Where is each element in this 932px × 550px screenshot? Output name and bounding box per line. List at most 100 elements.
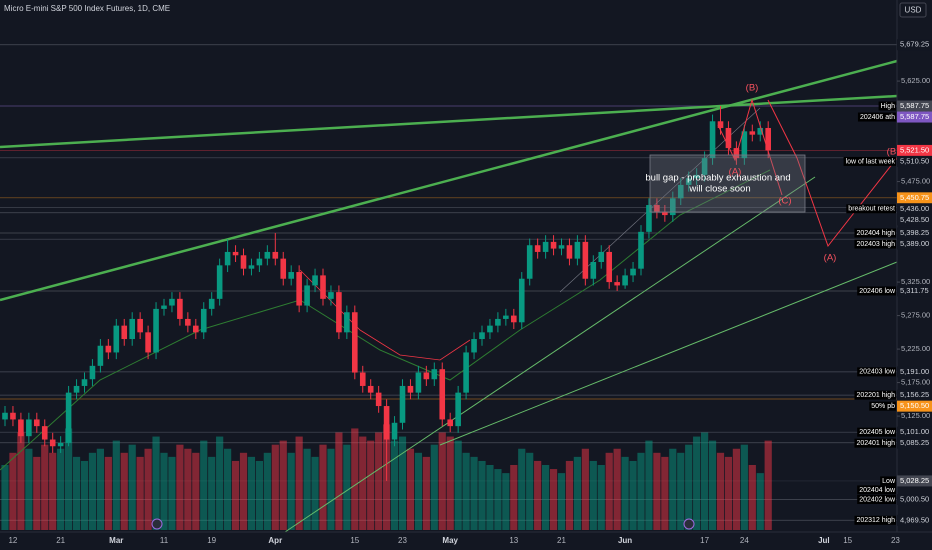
wave-label: (B) xyxy=(887,147,900,158)
candle-body xyxy=(654,205,660,212)
volume-bar xyxy=(597,465,605,530)
volume-bar xyxy=(168,456,176,530)
candle-body xyxy=(145,332,151,353)
note-bg xyxy=(854,390,896,400)
x-tick-label: 24 xyxy=(740,536,749,545)
volume-bar xyxy=(231,460,240,530)
x-tick-label: 15 xyxy=(350,536,359,545)
candle-body xyxy=(288,272,294,279)
volume-bar xyxy=(96,448,104,530)
volume-bar xyxy=(764,440,772,530)
volume-bar xyxy=(319,444,327,530)
volume-bar xyxy=(184,448,192,530)
candle-body xyxy=(296,272,302,306)
currency-button[interactable] xyxy=(899,2,927,18)
volume-bar xyxy=(152,436,160,530)
candle-body xyxy=(542,241,549,252)
level-note: 202403 high xyxy=(856,241,895,248)
note-bg xyxy=(857,286,896,296)
volume-bar xyxy=(573,456,581,530)
price-tag xyxy=(897,155,932,167)
candle-body xyxy=(344,312,350,333)
candle-body xyxy=(320,275,326,299)
candle-body xyxy=(2,412,8,420)
candle-body xyxy=(646,205,652,232)
volume-bar xyxy=(454,440,462,530)
x-tick-label: 12 xyxy=(8,536,17,545)
price-tag xyxy=(897,192,932,204)
volume-bar xyxy=(176,444,184,530)
wave-label: (B) xyxy=(746,83,759,94)
volume-bar xyxy=(224,448,232,530)
volume-bar xyxy=(645,440,653,530)
candle-body xyxy=(757,127,764,135)
event-icon[interactable] xyxy=(151,518,163,530)
level-note: High xyxy=(881,103,896,110)
candle-body xyxy=(725,127,732,149)
volume-bar xyxy=(279,440,287,530)
currency[interactable]: USD xyxy=(905,6,922,15)
level-note: 202401 high xyxy=(856,440,895,447)
candle-body xyxy=(606,251,612,283)
volume-bar xyxy=(9,452,17,530)
candle-body xyxy=(113,325,120,353)
price-tag xyxy=(897,227,932,239)
note-bg xyxy=(846,204,896,214)
volume-bar xyxy=(263,452,271,530)
candle-body xyxy=(26,419,32,437)
volume-bar xyxy=(57,448,65,530)
candle-body xyxy=(662,211,668,216)
price-tag xyxy=(897,285,932,297)
volume-bar xyxy=(716,452,725,530)
note-bg xyxy=(857,367,896,377)
candle-body xyxy=(18,419,24,437)
y-tick-label: 5,625.00 xyxy=(901,76,930,85)
candle-body xyxy=(526,245,533,279)
candle-body xyxy=(717,121,724,128)
price-tag-label: 5,587.75 xyxy=(900,101,929,110)
level-note: breakout retest xyxy=(848,206,895,213)
volume-bar xyxy=(327,448,335,530)
volume-bar xyxy=(351,428,359,530)
x-tick-label: 23 xyxy=(891,536,900,545)
price-tag xyxy=(897,437,932,449)
volume-bar xyxy=(128,444,136,530)
candle-body xyxy=(177,298,183,319)
candle-body xyxy=(185,318,191,326)
x-tick-label: 19 xyxy=(207,536,216,545)
candle-body xyxy=(733,148,740,159)
volume-bar xyxy=(621,456,629,530)
volume-bar xyxy=(677,452,685,530)
event-icon[interactable] xyxy=(683,518,695,530)
volume-bar xyxy=(72,456,81,530)
note-bg xyxy=(869,401,896,411)
volume-bar xyxy=(104,456,112,530)
price-tag xyxy=(897,111,932,123)
candle-body xyxy=(431,369,438,380)
volume-bar xyxy=(518,448,526,530)
wave-label: (A) xyxy=(729,167,742,178)
volume-bar xyxy=(661,456,669,530)
wave-path xyxy=(767,99,898,248)
candle-body xyxy=(10,412,16,420)
projection xyxy=(717,98,898,248)
price-tag-label: 5,085.25 xyxy=(900,438,929,447)
level-note: 202312 high xyxy=(856,517,895,524)
level-note: 202404 high xyxy=(856,230,895,237)
price-tags: 5,679.25 5,587.75 High 5,587.75 202406 ath 5,… xyxy=(843,39,932,526)
y-tick-label: 5,225.00 xyxy=(901,344,930,353)
candle-body xyxy=(630,268,636,276)
volume-bar xyxy=(534,460,542,530)
candle-body xyxy=(741,131,748,159)
candle-body xyxy=(550,241,557,249)
volume-bar xyxy=(542,465,550,530)
note-bg xyxy=(854,515,896,525)
candle-body xyxy=(455,392,461,427)
candles xyxy=(2,106,771,481)
candle-body xyxy=(352,312,358,373)
candle-body xyxy=(701,158,708,175)
candle-body xyxy=(487,325,493,333)
volume-bar xyxy=(359,436,367,530)
level-note: 202201 high xyxy=(856,392,895,399)
